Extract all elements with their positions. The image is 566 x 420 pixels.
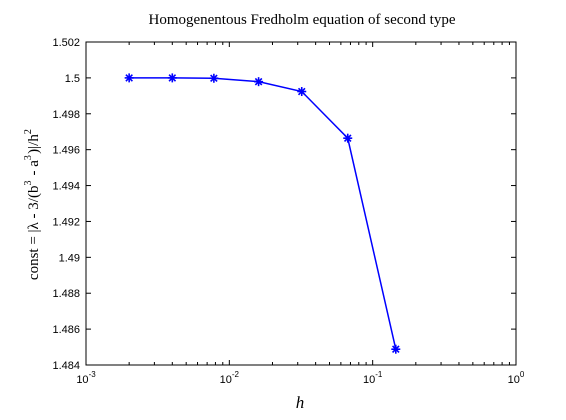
x-tick-exponent: -3 — [89, 370, 97, 379]
data-point — [343, 133, 353, 143]
y-axis-label: const = |λ - 3/(b3 - a3 )|/h2 — [23, 128, 42, 280]
y-axis: 1.484 1.486 1.488 1.49 1.492 1.494 1.496 1.498 1… — [52, 37, 516, 372]
y-tick-label: 1.5 — [65, 73, 80, 85]
x-tick-base: 10 — [363, 374, 375, 386]
y-tick-label: 1.496 — [52, 145, 80, 157]
series-line — [129, 77, 397, 350]
x-tick-exponent: -2 — [232, 370, 240, 379]
data-point — [167, 73, 177, 83]
x-tick-exponent: 0 — [520, 370, 525, 379]
data-point — [297, 87, 307, 97]
x-tick-base: 10 — [220, 374, 232, 386]
y-tick-label: 1.494 — [52, 181, 80, 193]
data-point — [124, 73, 134, 83]
y-tick-label: 1.498 — [52, 109, 80, 121]
x-tick-base: 10 — [508, 374, 520, 386]
x-tick-base: 10 — [76, 374, 88, 386]
x-tick-label: 10-1 — [363, 370, 383, 386]
axes-frame — [85, 41, 517, 366]
y-tick-label: 1.492 — [52, 216, 80, 228]
x-axis-label: h — [296, 393, 305, 412]
data-point — [391, 344, 401, 354]
x-tick-label: 10-2 — [220, 370, 240, 386]
series — [124, 73, 401, 354]
y-tick-label: 1.486 — [52, 324, 80, 336]
y-tick-label: 1.502 — [52, 37, 80, 49]
x-axis: 10-3 10-2 10-1 100 — [76, 42, 525, 386]
data-point — [209, 73, 219, 83]
x-tick-exponent: -1 — [375, 370, 383, 379]
plot-area — [85, 41, 517, 366]
data-point — [254, 77, 264, 87]
x-tick-label: 100 — [508, 370, 525, 386]
y-tick-label: 1.49 — [59, 252, 80, 264]
y-tick-label: 1.484 — [52, 360, 80, 372]
y-tick-label: 1.488 — [52, 288, 80, 300]
x-tick-label: 10-3 — [76, 370, 96, 386]
chart-title: Homogenentous Fredholm equation of secon… — [148, 12, 455, 28]
